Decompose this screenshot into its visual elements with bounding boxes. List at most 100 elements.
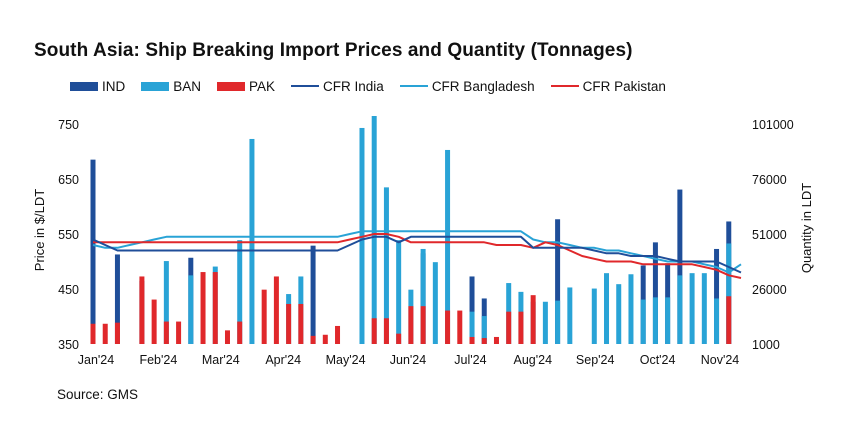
legend-label-cfr-pakistan: CFR Pakistan: [582, 78, 666, 94]
x-tick-label: May'24: [326, 353, 366, 367]
bar-ban: [469, 311, 475, 344]
bar-ind: [677, 189, 683, 344]
bar-pak: [481, 338, 487, 344]
legend-label-cfr-bangladesh: CFR Bangladesh: [431, 78, 535, 94]
right-axis-ticks: 101000 76000 51000 26000 1000: [752, 118, 794, 352]
legend-item-ind: IND: [70, 79, 125, 94]
source-note: Source: GMS: [57, 387, 139, 402]
bar-pak: [457, 310, 463, 344]
bar-pak: [335, 325, 341, 344]
x-tick-label: Nov'24: [701, 353, 740, 367]
bar-pak: [371, 318, 377, 344]
y-tick-left: 750: [58, 118, 79, 132]
bar-ban: [237, 240, 243, 344]
bar-ban: [726, 243, 732, 344]
bar-pak: [151, 299, 157, 344]
bar-ban: [445, 149, 451, 344]
legend-line-cfr-india: [291, 85, 320, 87]
bar-pak: [518, 311, 524, 344]
bar-ban: [432, 262, 438, 344]
x-tick-label: Mar'24: [202, 353, 240, 367]
bar-ind: [310, 245, 316, 344]
y-tick-left: 650: [58, 173, 79, 187]
x-tick-label: Sep'24: [576, 353, 615, 367]
x-tick-label: Aug'24: [514, 353, 553, 367]
line-cfr-pakistan: [93, 233, 742, 279]
bar-ban: [714, 298, 720, 344]
bar-pak: [273, 276, 279, 344]
bar-pak: [298, 303, 304, 344]
bar-ban: [396, 240, 402, 344]
bar-pak: [176, 321, 182, 344]
legend-swatch-ind: [70, 81, 98, 91]
bar-ban: [701, 273, 707, 344]
legend-label-ban: BAN: [173, 78, 202, 94]
bar-pak: [114, 322, 120, 344]
bar-pak: [408, 306, 414, 344]
legend-line-cfr-pakistan: [550, 85, 579, 87]
legend-swatch-pak: [217, 81, 246, 91]
bar-pak: [286, 303, 292, 344]
bar-ind: [714, 248, 720, 344]
y-axis-label-right: Quantity in LDT: [799, 183, 814, 273]
y-tick-left: 550: [58, 228, 79, 242]
bar-ban: [604, 273, 610, 344]
bar-ban: [591, 288, 597, 344]
bar-pak: [224, 330, 230, 344]
bar-ban: [689, 273, 695, 344]
x-tick-label: Jan'24: [78, 353, 114, 367]
bars-layer: [90, 116, 732, 345]
y-tick-left: 350: [58, 338, 79, 352]
bar-pak: [322, 334, 328, 344]
bar-ban: [188, 275, 194, 344]
x-tick-label: Jul'24: [454, 353, 486, 367]
bar-ban: [652, 297, 658, 344]
x-tick-label: Oct'24: [640, 353, 676, 367]
legend-item-cfr-bangladesh: CFR Bangladesh: [399, 78, 535, 94]
bar-pak: [493, 336, 499, 344]
y-tick-left: 450: [58, 283, 79, 297]
bar-ban: [567, 287, 573, 344]
bar-pak: [212, 272, 218, 344]
legend-item-cfr-pakistan: CFR Pakistan: [550, 78, 666, 94]
bar-pak: [310, 335, 316, 344]
bar-ban: [383, 187, 389, 344]
x-axis-ticks: Jan'24 Feb'24 Mar'24 Apr'24 May'24 Jun'24 Jul'…: [78, 353, 740, 367]
bar-ban: [677, 275, 683, 344]
bar-ban: [420, 248, 426, 344]
lines-layer: [92, 230, 742, 279]
legend-label-ind: IND: [102, 78, 126, 94]
bar-pak: [445, 310, 451, 344]
bar-pak: [396, 333, 402, 344]
bar-pak: [726, 296, 732, 344]
legend-label-cfr-india: CFR India: [323, 78, 384, 94]
bar-pak: [163, 321, 169, 344]
bar-ban: [163, 261, 169, 344]
bar-ind: [90, 159, 96, 344]
bar-pak: [139, 276, 145, 344]
bar-ind: [555, 219, 561, 344]
bar-ban: [371, 116, 377, 344]
bar-ban: [555, 300, 561, 344]
bar-ind: [469, 276, 475, 344]
y-axis-label-left: Price in $/LDT: [32, 189, 47, 271]
x-tick-label: Jun'24: [390, 353, 426, 367]
x-tick-label: Feb'24: [139, 353, 177, 367]
bar-pak: [200, 272, 206, 344]
y-tick-right: 1000: [752, 338, 780, 352]
line-cfr-bangladesh: [92, 230, 742, 274]
legend-label-pak: PAK: [249, 78, 276, 94]
bar-ban: [665, 297, 671, 344]
bar-pak: [506, 311, 512, 344]
chart-title: South Asia: Ship Breaking Import Prices …: [34, 40, 633, 61]
x-tick-label: Apr'24: [265, 353, 301, 367]
bar-pak: [102, 323, 108, 344]
legend-item-cfr-india: CFR India: [291, 79, 384, 94]
bar-ban: [481, 316, 487, 344]
y-tick-right: 26000: [752, 283, 787, 297]
bar-pak: [261, 289, 267, 344]
bar-pak: [420, 306, 426, 344]
legend-line-cfr-bangladesh: [399, 85, 428, 87]
bar-pak: [383, 318, 389, 344]
